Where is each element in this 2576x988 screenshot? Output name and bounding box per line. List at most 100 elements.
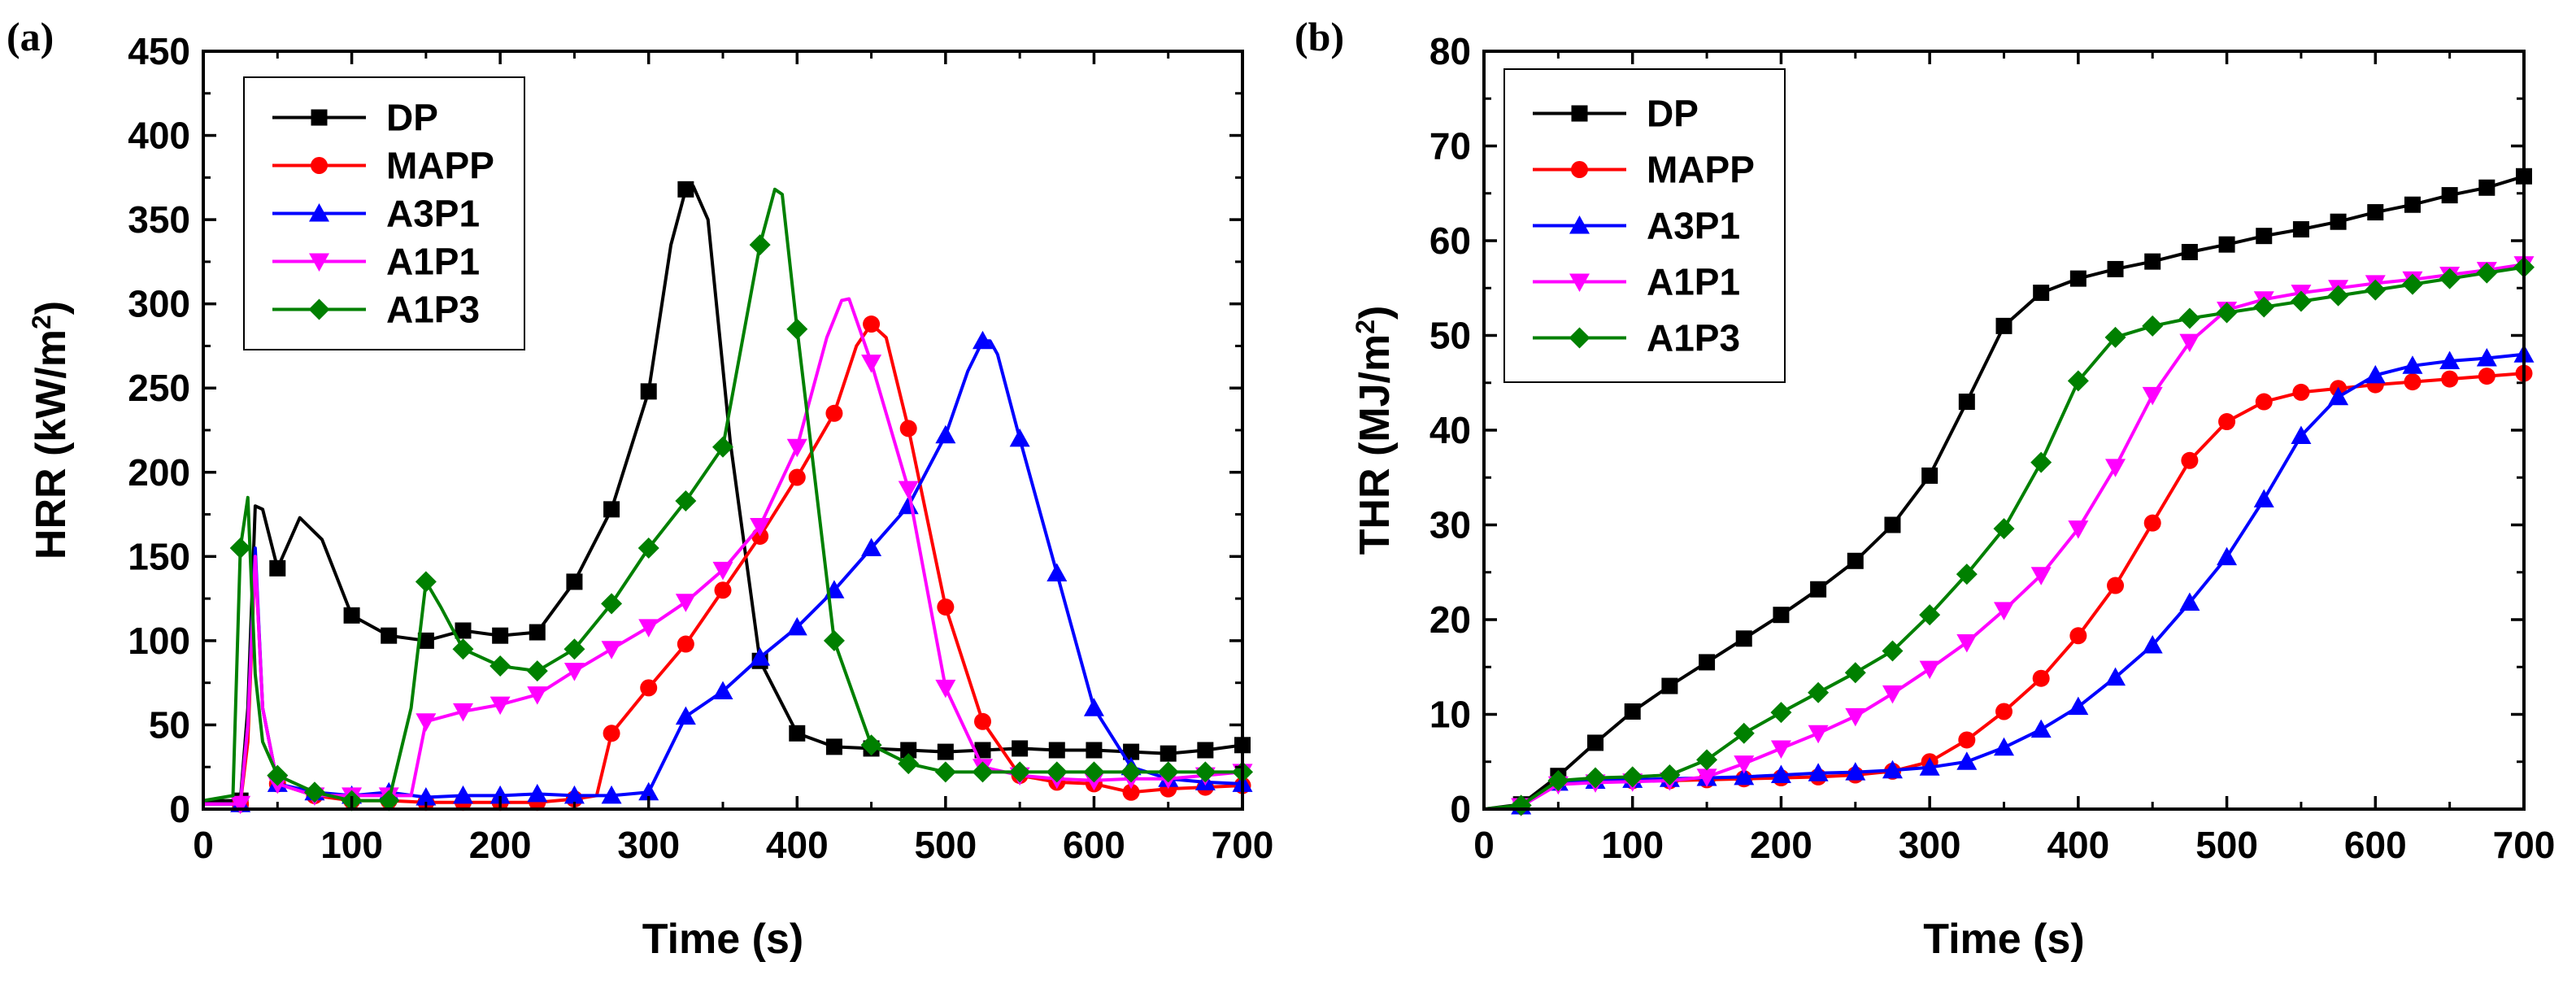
x-tick-label: 600	[2344, 824, 2407, 866]
data-point-mapp	[2107, 577, 2125, 594]
data-point-a3p1	[416, 787, 437, 806]
data-point-a1p1	[638, 619, 659, 638]
data-point-dp	[269, 559, 286, 577]
data-point-dp	[2033, 285, 2050, 302]
data-point-a1p3	[786, 318, 808, 340]
legend-marker-a3p1	[309, 203, 329, 222]
data-point-a3p1	[601, 785, 622, 804]
data-point-a1p3	[2216, 302, 2238, 324]
data-point-a1p3	[2439, 268, 2461, 289]
data-point-a1p3	[229, 537, 251, 559]
data-point-dp	[1012, 740, 1029, 757]
data-point-a3p1	[1046, 563, 1068, 582]
data-point-a3p1	[1845, 762, 1866, 781]
data-point-a1p3	[303, 781, 325, 803]
data-point-a1p3	[823, 629, 845, 651]
x-axis-label: Time (s)	[642, 916, 803, 963]
y-tick-label: 10	[1429, 694, 1471, 736]
data-point-dp	[1921, 467, 1939, 484]
data-point-a1p3	[2401, 273, 2423, 295]
data-point-a1p3	[1770, 702, 1792, 724]
legend-label-dp: DP	[386, 97, 438, 139]
x-tick-label: 700	[1212, 824, 1274, 866]
data-point-a1p1	[1770, 740, 1791, 759]
data-point-a3p1	[2217, 546, 2238, 566]
data-point-a3p1	[2291, 425, 2312, 444]
data-point-dp	[937, 743, 954, 760]
legend-label-mapp: MAPP	[386, 145, 494, 187]
data-point-a3p1	[2328, 386, 2349, 406]
data-point-dp	[455, 622, 472, 639]
data-point-a1p3	[749, 234, 771, 256]
y-tick-label: 50	[149, 703, 190, 746]
data-point-a3p1	[2365, 364, 2386, 384]
y-tick-label: 30	[1429, 504, 1471, 546]
data-point-a1p3	[1585, 767, 1607, 789]
data-point-a3p1	[1083, 698, 1104, 716]
y-tick-label: 40	[1429, 409, 1471, 451]
data-point-a1p3	[1009, 761, 1031, 783]
data-point-a1p1	[712, 561, 733, 581]
data-point-a3p1	[564, 785, 585, 804]
data-point-a1p1	[2179, 333, 2200, 353]
data-point-mapp	[825, 404, 843, 422]
x-tick-label: 0	[193, 824, 214, 866]
data-point-a1p3	[267, 764, 289, 786]
data-point-a1p3	[452, 638, 474, 660]
data-point-a1p3	[1194, 761, 1216, 783]
data-point-a1p1	[1882, 685, 1903, 704]
data-point-dp	[381, 627, 398, 644]
data-point-a3p1	[675, 706, 696, 725]
data-point-dp	[1160, 745, 1177, 762]
data-point-a3p1	[2142, 634, 2163, 654]
data-point-dp	[1847, 552, 1864, 569]
data-point-dp	[2292, 221, 2309, 238]
data-point-mapp	[863, 316, 881, 333]
y-axis-label: THR (MJ/m2)	[1351, 306, 1399, 555]
data-point-mapp	[2292, 383, 2310, 401]
data-point-dp	[677, 181, 694, 198]
data-point-a1p3	[637, 537, 659, 559]
data-point-mapp	[714, 581, 732, 599]
data-point-dp	[1773, 607, 1790, 624]
data-point-mapp	[899, 420, 917, 437]
data-point-a3p1	[786, 616, 807, 636]
x-tick-label: 100	[1601, 824, 1664, 866]
series-dp	[203, 181, 1251, 809]
data-point-a3p1	[973, 330, 993, 350]
data-point-a1p3	[2178, 307, 2200, 329]
x-tick-label: 300	[1899, 824, 1961, 866]
data-point-a1p3	[526, 660, 548, 682]
x-tick-label: 300	[617, 824, 680, 866]
data-point-a1p3	[1733, 722, 1755, 744]
series-a1p3	[1483, 256, 2535, 816]
data-point-a3p1	[453, 785, 473, 804]
data-point-a1p1	[490, 696, 511, 716]
data-point-mapp	[2478, 368, 2496, 385]
series-a1p3	[202, 187, 1253, 812]
data-point-a3p1	[1770, 764, 1791, 784]
legend-label-a1p1: A1P1	[386, 241, 480, 283]
data-point-a1p3	[2253, 296, 2275, 318]
legend-label-a1p3: A1P3	[1647, 317, 1740, 359]
x-tick-label: 400	[2047, 824, 2109, 866]
data-point-a1p3	[1157, 761, 1179, 783]
data-point-dp	[2478, 179, 2496, 196]
data-point-mapp	[2032, 669, 2050, 687]
data-point-a3p1	[1734, 766, 1755, 786]
data-point-a1p3	[1659, 764, 1681, 786]
data-point-dp	[1587, 734, 1604, 751]
data-point-dp	[2181, 243, 2198, 260]
data-point-a1p1	[1696, 768, 1717, 787]
data-point-mapp	[2143, 514, 2161, 532]
data-point-dp	[2256, 228, 2273, 245]
y-tick-label: 70	[1429, 125, 1471, 168]
data-point-mapp	[2069, 627, 2087, 645]
data-point-mapp	[1958, 731, 1976, 749]
data-point-a1p1	[786, 438, 807, 458]
legend: DP MAPP A3P1 A1P1 A1P3	[1503, 68, 1786, 383]
data-point-a1p3	[1919, 604, 1941, 626]
data-point-dp	[2404, 196, 2421, 213]
data-point-a3p1	[1919, 757, 1940, 776]
